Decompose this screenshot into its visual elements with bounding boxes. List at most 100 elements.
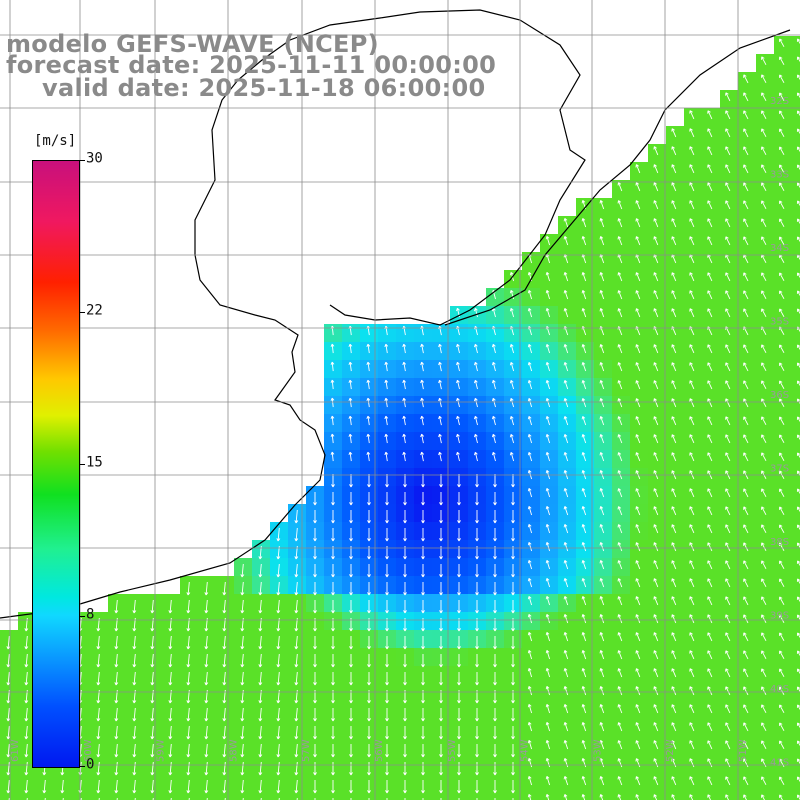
wind-arrow (114, 707, 119, 722)
wind-speed-cell (630, 792, 649, 800)
wind-arrow (545, 343, 551, 354)
wind-arrow (635, 506, 641, 516)
wind-speed-cell (252, 792, 271, 800)
wind-arrow (475, 744, 479, 758)
wind-arrow (743, 704, 749, 714)
wind-arrow (457, 564, 461, 578)
wind-arrow (707, 452, 713, 462)
wind-arrow (276, 599, 281, 614)
wind-arrow (493, 762, 497, 776)
wind-arrow (671, 686, 677, 696)
wind-arrow (545, 775, 551, 786)
wind-arrow (743, 398, 749, 408)
wind-arrow (331, 582, 335, 596)
wind-arrow (761, 416, 767, 426)
wind-arrow (599, 200, 605, 210)
wind-arrow (258, 707, 263, 722)
wind-arrow (635, 164, 641, 174)
wind-arrow (707, 758, 713, 768)
wind-arrow (599, 722, 605, 732)
longitude-label: 51W (738, 739, 749, 762)
wind-arrow (563, 614, 569, 624)
colorbar-label-8: 8 (86, 606, 95, 623)
wind-arrow (653, 524, 659, 534)
wind-arrow (545, 667, 551, 678)
wind-arrow (689, 200, 695, 210)
coastline (0, 9, 586, 619)
wind-arrow (439, 474, 443, 488)
wind-arrow (743, 290, 749, 300)
wind-arrow (240, 599, 245, 614)
wind-arrow (671, 740, 677, 750)
wind-speed-cell (216, 792, 235, 800)
longitude-label: 54W (520, 739, 531, 762)
wind-arrow (743, 128, 749, 138)
wind-arrow (653, 758, 659, 768)
wind-arrow (563, 434, 569, 444)
wind-speed-field (0, 36, 800, 800)
wind-arrow (240, 761, 245, 776)
wind-arrow (545, 523, 551, 534)
wind-arrow (671, 560, 677, 570)
wind-speed-cell (792, 54, 800, 73)
wind-arrow (222, 653, 227, 668)
wind-arrow (707, 740, 713, 750)
wind-arrow (599, 704, 605, 714)
wind-arrow (204, 581, 209, 596)
wind-speed-cell (576, 792, 595, 800)
wind-arrow (204, 725, 209, 740)
wind-arrow (493, 654, 497, 668)
wind-arrow (599, 506, 605, 516)
wind-arrow (24, 653, 29, 668)
wind-arrow (707, 128, 713, 138)
wind-arrow (240, 779, 245, 794)
wind-arrow (509, 415, 515, 426)
wind-speed-cell (792, 144, 800, 163)
latitude-label: 32S (770, 96, 789, 107)
wind-arrow (761, 272, 767, 282)
wind-arrow (457, 654, 461, 668)
wind-arrow (493, 744, 497, 758)
wind-arrow (24, 707, 29, 722)
wind-arrow (367, 762, 371, 776)
wind-arrow (689, 380, 695, 390)
wind-arrow (707, 362, 713, 372)
wind-arrow (313, 582, 317, 596)
colorbar-label-30: 30 (86, 150, 103, 167)
wind-arrow (725, 614, 731, 624)
wind-speed-cell (792, 324, 800, 343)
wind-arrow (761, 290, 767, 300)
wind-arrow (168, 725, 173, 740)
wind-arrow (599, 632, 605, 642)
wind-arrow (581, 272, 587, 282)
wind-arrow (599, 344, 605, 354)
wind-arrow (385, 564, 389, 578)
wind-speed-cell (486, 792, 505, 800)
wind-arrow (725, 794, 729, 800)
wind-arrow (581, 614, 587, 624)
wind-arrow (527, 505, 533, 516)
wind-arrow (403, 708, 407, 722)
wind-arrow (671, 272, 677, 282)
wind-arrow (509, 361, 515, 372)
wind-arrow (385, 600, 389, 614)
wind-arrow (581, 452, 587, 462)
wind-arrow (366, 397, 371, 408)
wind-arrow (222, 581, 227, 596)
wind-arrow (313, 636, 317, 650)
wind-arrow (779, 164, 785, 174)
wind-arrow (581, 596, 587, 606)
wind-arrow (475, 582, 479, 596)
wind-arrow (473, 361, 478, 372)
wind-arrow (349, 672, 353, 686)
wind-arrow (313, 672, 317, 686)
wind-arrow (240, 725, 245, 740)
wind-arrow (403, 564, 407, 578)
wind-arrow (689, 416, 695, 426)
wind-arrow (599, 614, 605, 624)
wind-speed-cell (126, 792, 145, 800)
wind-arrow (725, 506, 731, 516)
wind-arrow (599, 560, 605, 570)
